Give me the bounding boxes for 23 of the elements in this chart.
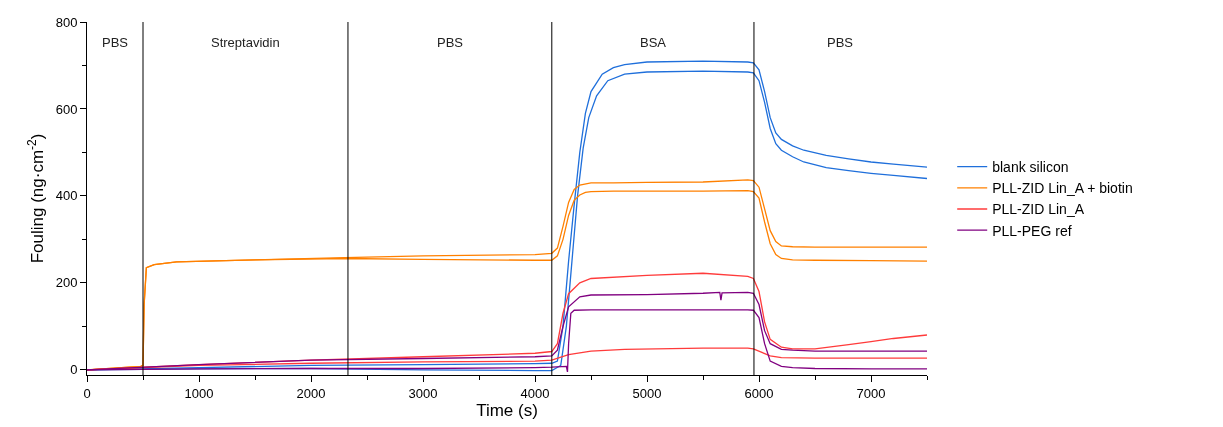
annotation: BSA: [640, 35, 667, 50]
legend-label: PLL-ZID Lin_A: [992, 201, 1085, 218]
x-tick-label: 4000: [520, 385, 550, 401]
y-tick-label: 200: [55, 275, 78, 291]
y-tick-label: 600: [55, 101, 78, 117]
x-tick-label: 7000: [856, 385, 886, 401]
annotation: PBS: [827, 35, 854, 50]
x-tick-label: 0: [83, 385, 91, 401]
annotation: Streptavidin: [211, 35, 280, 50]
legend-label: PLL-PEG ref: [992, 222, 1072, 239]
x-tick-label: 6000: [744, 385, 774, 401]
x-axis-title: Time (s): [476, 401, 538, 420]
annotation: PBS: [102, 35, 129, 50]
y-tick-label: 0: [70, 362, 78, 378]
x-tick-label: 5000: [632, 385, 662, 401]
annotation: PBS: [437, 35, 464, 50]
y-tick-label: 400: [55, 188, 78, 204]
x-tick-label: 3000: [408, 385, 438, 401]
legend-label: blank silicon: [992, 159, 1069, 176]
x-tick-label: 2000: [296, 385, 326, 401]
y-tick-label: 800: [55, 14, 78, 30]
legend-label: PLL-ZID Lin_A + biotin: [992, 180, 1133, 197]
x-tick-label: 1000: [184, 385, 214, 401]
